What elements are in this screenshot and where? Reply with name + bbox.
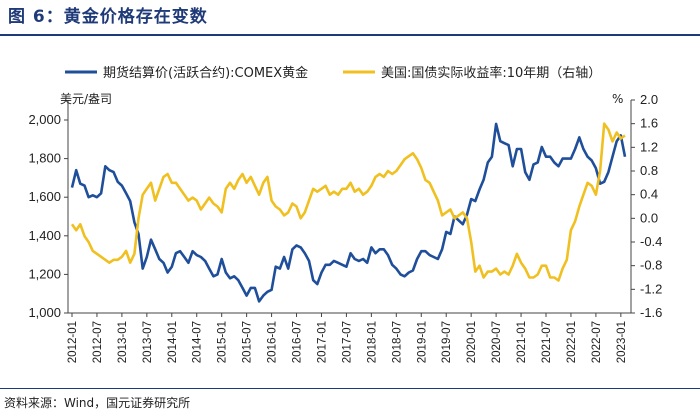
right-tick-label: -0.8 [640,258,662,273]
x-tick-label: 2021-07 [541,321,553,363]
legend-label-yield: 美国:国债实际收益率:10年期（右轴） [381,65,601,81]
right-tick-label: 2.0 [640,92,658,107]
right-tick-label: -1.6 [640,305,662,320]
x-tick-label: 2014-07 [192,321,204,363]
x-tick-label: 2017-07 [341,321,353,363]
footer-rule [0,388,700,389]
title-rule [0,34,700,36]
legend-label-gold: 期货结算价(活跃合约):COMEX黄金 [103,65,308,81]
chart-series [70,122,627,303]
chart-legend: 期货结算价(活跃合约):COMEX黄金 美国:国债实际收益率:10年期（右轴） [65,65,601,81]
series-line-gold-price [70,122,627,303]
right-tick-label: -1.2 [640,281,662,296]
x-tick-label: 2015-01 [217,321,229,363]
x-tick-label: 2022-07 [591,321,603,363]
x-tick-label: 2013-07 [142,321,154,363]
x-tick-label: 2016-01 [267,321,279,363]
x-tick-label: 2012-01 [67,321,79,363]
right-tick-label: 0.0 [640,210,658,225]
figure-title: 图 6：黄金价格存在变数 [8,7,208,27]
left-tick-label: 1,400 [28,228,61,243]
right-axis-unit: % [612,92,623,106]
left-tick-label: 1,000 [28,305,61,320]
x-tick-label: 2019-01 [416,321,428,363]
x-tick-label: 2018-07 [391,321,403,363]
x-tick-label: 2021-01 [516,321,528,363]
x-tick-label: 2018-01 [366,321,378,363]
series-line-real-yield [70,122,626,282]
x-tick-label: 2020-01 [466,321,478,363]
right-tick-label: 1.6 [640,116,658,131]
right-tick-label: 1.2 [640,139,658,154]
x-tick-label: 2013-01 [117,321,129,363]
left-tick-label: 2,000 [28,112,61,127]
x-tick-label: 2023-01 [616,321,628,363]
x-tick-label: 2012-07 [92,321,104,363]
x-tick-label: 2020-07 [491,321,503,363]
chart-axes: 1,000 1,200 1,400 1,600 1,800 2,000 -1.6 -1.2 -0… [28,92,662,363]
left-tick-label: 1,600 [28,189,61,204]
chart: 1,000 1,200 1,400 1,600 1,800 2,000 -1.6 -1.2 -0… [28,65,662,363]
right-tick-label: -0.4 [640,234,662,249]
source-note: 资料来源：Wind，国元证券研究所 [4,396,191,410]
left-tick-label: 1,200 [28,266,61,281]
x-tick-label: 2015-07 [242,321,254,363]
x-tick-label: 2019-07 [441,321,453,363]
x-tick-label: 2014-01 [167,321,179,363]
x-tick-label: 2022-01 [566,321,578,363]
left-axis-unit: 美元/盎司 [60,92,112,106]
left-tick-label: 1,800 [28,151,61,166]
right-tick-label: 0.4 [640,187,658,202]
right-tick-label: 0.8 [640,163,658,178]
x-tick-label: 2017-01 [316,321,328,363]
x-tick-label: 2016-07 [292,321,304,363]
